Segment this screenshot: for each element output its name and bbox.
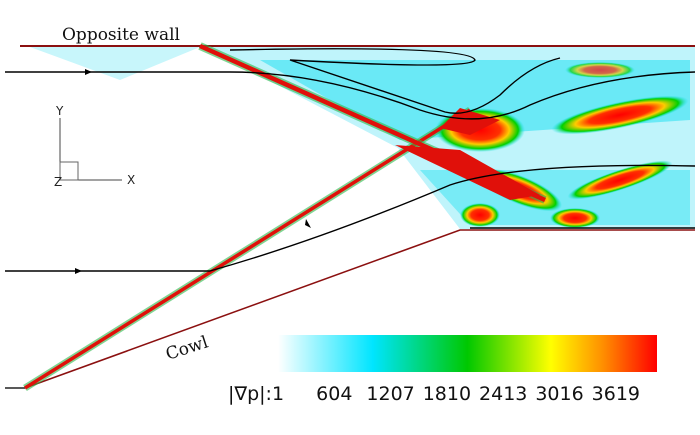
colorbar-scale bbox=[278, 335, 657, 372]
axis-triad: Y X Z bbox=[54, 104, 135, 189]
colorbar bbox=[278, 335, 657, 372]
colorbar-tick-label: 2413 bbox=[479, 383, 527, 405]
axis-label: Y bbox=[55, 104, 64, 118]
axis-label: X bbox=[127, 173, 135, 187]
colorbar-tick-label: 3619 bbox=[592, 383, 640, 405]
axis-label: Z bbox=[54, 175, 62, 189]
shocks bbox=[23, 42, 547, 391]
colorbar-tick-label: 1810 bbox=[423, 383, 471, 405]
colorbar-tick-label: 3016 bbox=[535, 383, 583, 405]
wall-label: Opposite wall bbox=[62, 25, 180, 45]
colorbar-tick-label: 1207 bbox=[366, 383, 414, 405]
colorbar-tick-label: 604 bbox=[316, 383, 352, 405]
colorbar-label: |∇p|: bbox=[228, 383, 272, 405]
streamlines bbox=[5, 48, 696, 274]
colorbar-tick-label: 1 bbox=[272, 383, 284, 405]
field bbox=[30, 47, 695, 229]
cowl-label: Cowl bbox=[163, 332, 210, 364]
walls bbox=[5, 45, 695, 389]
